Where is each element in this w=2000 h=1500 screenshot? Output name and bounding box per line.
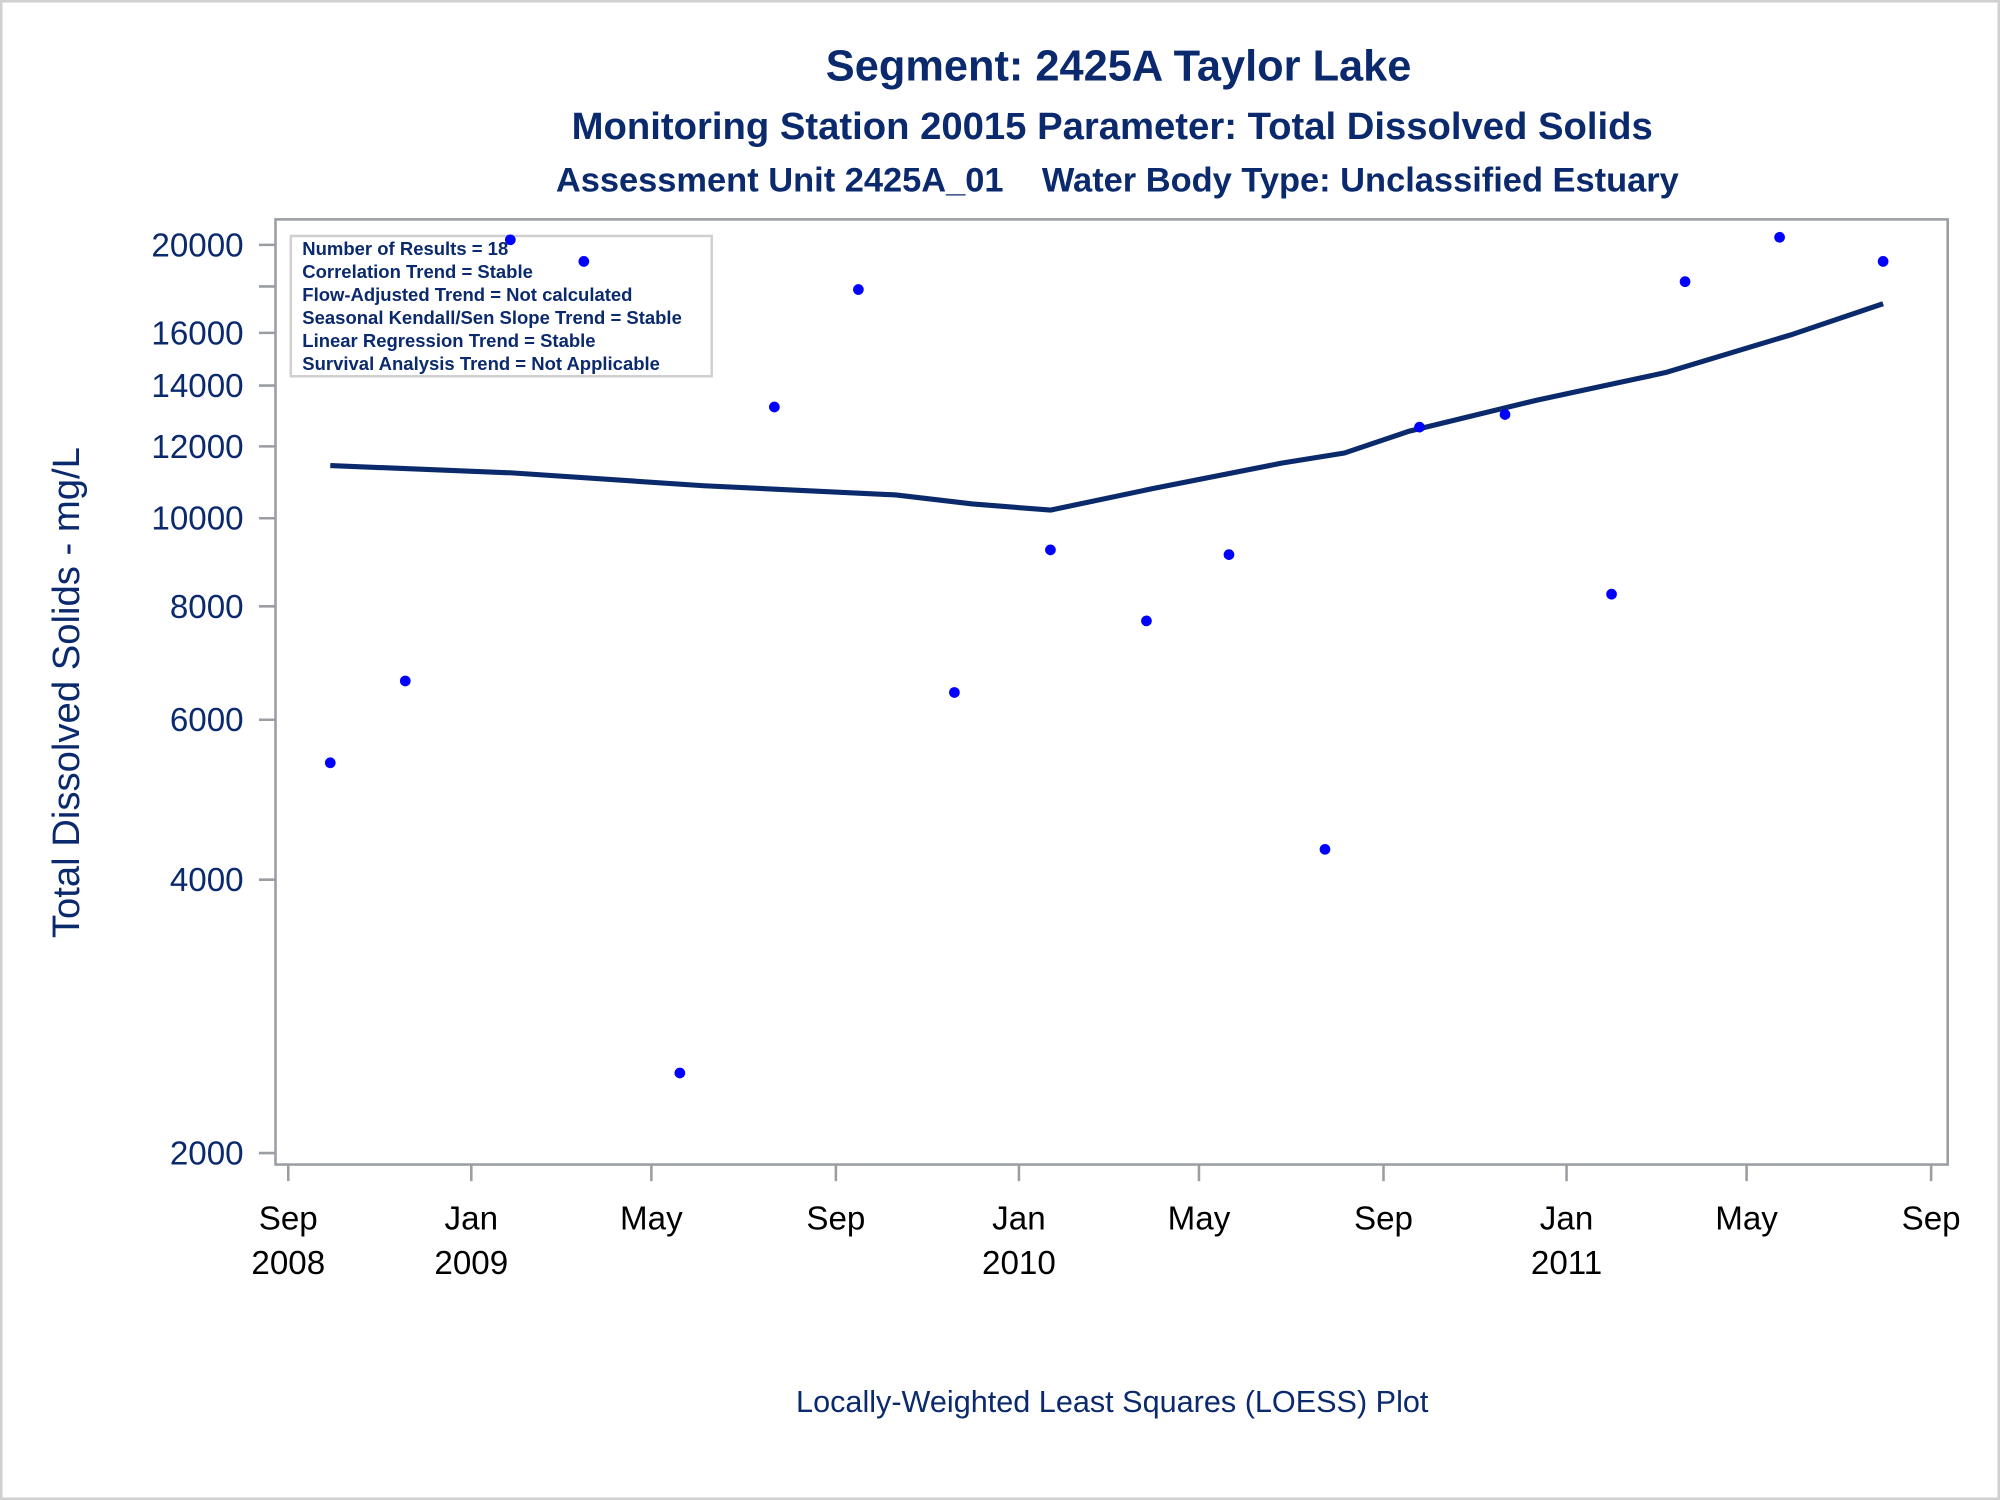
y-tick-label: 10000 bbox=[151, 501, 243, 538]
data-point bbox=[853, 284, 864, 295]
x-tick-label: Sep bbox=[259, 1201, 318, 1238]
x-tick-year-label: 2008 bbox=[251, 1245, 325, 1282]
x-tick-label: May bbox=[1168, 1201, 1231, 1238]
legend-entry: Linear Regression Trend = Stable bbox=[302, 330, 595, 351]
x-tick-label: May bbox=[1715, 1201, 1778, 1238]
legend-entry: Survival Analysis Trend = Not Applicable bbox=[302, 353, 660, 374]
y-axis: 2000 4000 6000 8000 10000 12000 14000 16000 2000… bbox=[151, 227, 276, 1173]
x-tick-year-label: 2011 bbox=[1531, 1245, 1602, 1282]
y-tick-label: 14000 bbox=[151, 368, 243, 405]
y-tick-label: 2000 bbox=[170, 1136, 244, 1173]
data-point bbox=[1774, 231, 1785, 243]
data-point bbox=[1606, 588, 1617, 600]
x-tick-label: Sep bbox=[1354, 1201, 1413, 1238]
y-tick-label: 4000 bbox=[170, 862, 244, 899]
y-tick-label: 8000 bbox=[170, 589, 244, 626]
y-tick-label: 16000 bbox=[151, 315, 243, 352]
legend-entry: Flow-Adjusted Trend = Not calculated bbox=[302, 284, 632, 305]
data-point bbox=[399, 675, 411, 687]
x-tick-year-label: 2009 bbox=[434, 1245, 508, 1282]
legend-entry: Number of Results = 18 bbox=[302, 238, 508, 259]
x-tick-year-label: 2010 bbox=[982, 1245, 1056, 1282]
y-axis-label: Total Dissolved Solids - mg/L bbox=[45, 447, 88, 938]
marks bbox=[324, 231, 1889, 1079]
loess-line bbox=[330, 301, 1884, 513]
data-point bbox=[1877, 256, 1889, 267]
data-point bbox=[504, 234, 516, 246]
x-tick-label: Jan bbox=[445, 1201, 498, 1238]
data-point bbox=[949, 687, 960, 698]
data-point bbox=[1414, 421, 1425, 433]
legend-entry: Correlation Trend = Stable bbox=[302, 261, 533, 282]
x-tick-label: Jan bbox=[1540, 1201, 1593, 1238]
x-tick-label: May bbox=[620, 1201, 683, 1238]
data-point bbox=[1679, 276, 1691, 288]
plot-area bbox=[274, 218, 1949, 1166]
x-tick-label: Jan bbox=[992, 1201, 1045, 1238]
data-point bbox=[769, 401, 780, 413]
data-point bbox=[1319, 843, 1331, 855]
x-tick-label: Sep bbox=[806, 1201, 865, 1238]
y-tick-label: 6000 bbox=[170, 702, 244, 739]
y-tick-label: 20000 bbox=[151, 227, 243, 264]
legend-box bbox=[289, 234, 714, 378]
data-point bbox=[674, 1067, 686, 1079]
chart-subtitle-2: Assessment Unit 2425A_01 Water Body Type… bbox=[556, 161, 1679, 199]
data-point bbox=[1223, 549, 1235, 560]
x-tick-label: Sep bbox=[1902, 1201, 1961, 1238]
y-tick-label: 12000 bbox=[151, 429, 243, 466]
footnote: Locally-Weighted Least Squares (LOESS) P… bbox=[796, 1385, 1429, 1419]
data-point bbox=[578, 256, 590, 267]
chart-subtitle-1: Monitoring Station 20015 Parameter: Tota… bbox=[572, 105, 1653, 148]
data-point bbox=[1141, 615, 1152, 627]
x-axis: Sep 2008 Jan 2009 May Sep Jan 2010 May Sep Jan 2011… bbox=[251, 1164, 1961, 1282]
data-point bbox=[1045, 544, 1056, 556]
chart-title: Segment: 2425A Taylor Lake bbox=[826, 42, 1412, 90]
data-point bbox=[324, 757, 336, 769]
legend-entry: Seasonal Kendall/Sen Slope Trend = Stabl… bbox=[302, 307, 682, 328]
data-point bbox=[1499, 409, 1511, 420]
